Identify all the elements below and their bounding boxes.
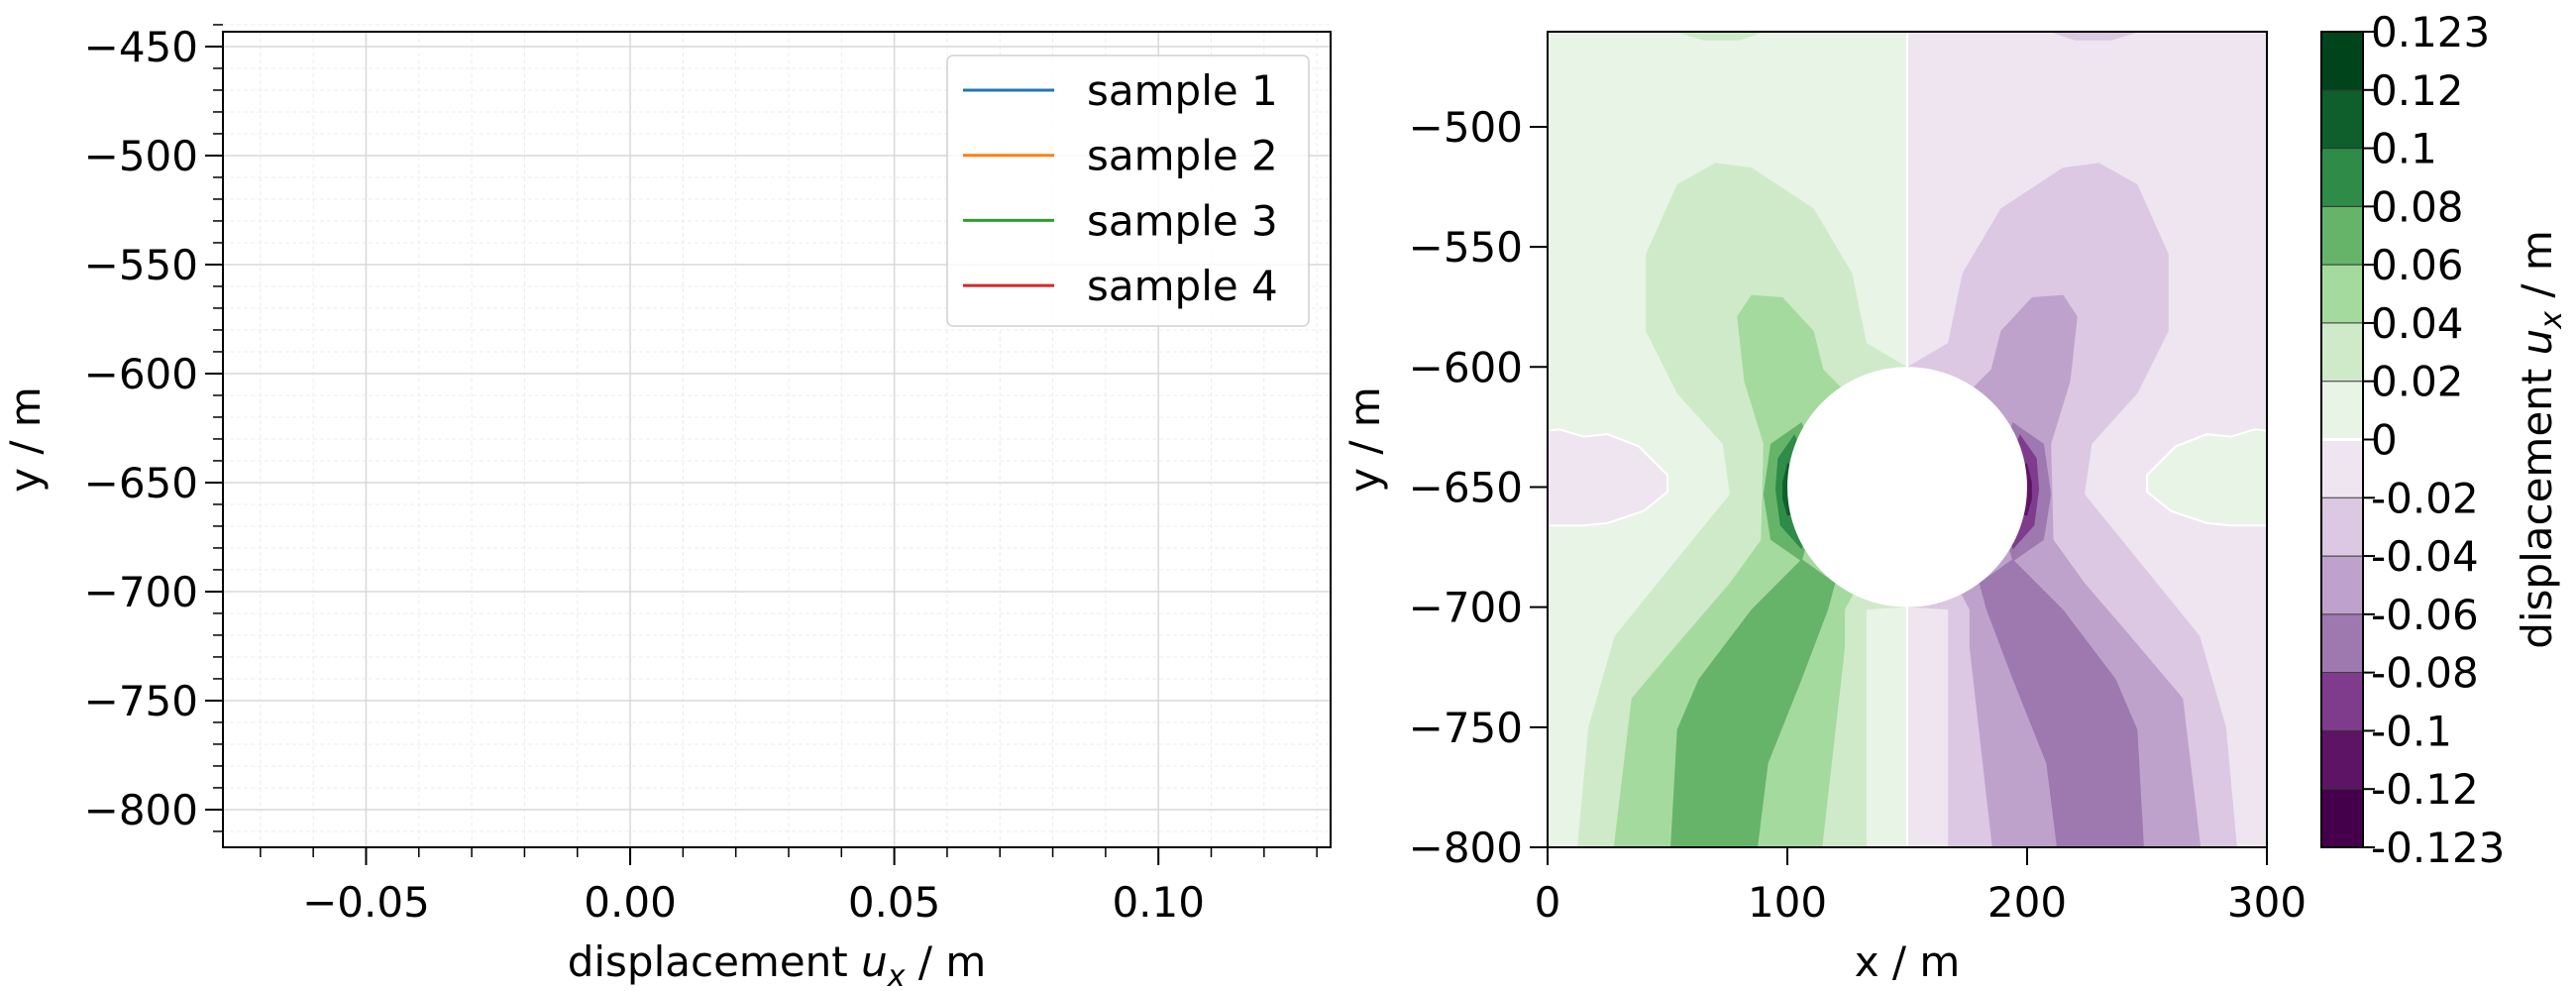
x-tick-label: 100 (1748, 878, 1827, 927)
label-part-var: u (861, 937, 888, 986)
label-part-sub: x (887, 959, 906, 991)
y-tick-label: −700 (1409, 584, 1523, 632)
contour-chart-panel: 0 100 200 300 −500 −550 −600 −650 −700 −750 −800 x … (1341, 31, 2307, 986)
colorbar-bin (2321, 206, 2363, 266)
legend-label: sample 1 (1087, 66, 1278, 115)
colorbar-tick-label: -0.08 (2371, 649, 2479, 698)
colorbar-tick-label: 0 (2371, 416, 2398, 465)
y-tick-label: −800 (1409, 824, 1523, 872)
colorbar-bin (2321, 381, 2363, 440)
contour-band-negative (2146, 428, 2267, 527)
y-axis-label: y / m (1, 386, 50, 493)
legend-item: sample 4 (963, 262, 1278, 310)
y-tick-label: −650 (1409, 463, 1523, 511)
colorbar-bin (2321, 730, 2363, 790)
label-part-post: / m (906, 937, 987, 986)
colorbar-bin (2321, 322, 2363, 383)
colorbar-tick-label: 0.08 (2371, 182, 2464, 231)
colorbar: -0.123 -0.12 -0.1 -0.08 -0.06 -0.04 -0.02 0 0.02… (2320, 8, 2569, 872)
x-tick-label: 0.10 (1112, 878, 1205, 927)
y-tick-label: −550 (1409, 223, 1523, 272)
colorbar-bin (2321, 613, 2363, 674)
legend-label: sample 2 (1087, 132, 1278, 180)
y-tick-label: −800 (84, 786, 198, 834)
colorbar-tick-label: -0.02 (2371, 474, 2479, 522)
colorbar-label: displacement ux / m (2513, 230, 2569, 649)
colorbar-bin (2321, 439, 2363, 498)
colorbar-tick-label: 0.02 (2371, 358, 2464, 406)
label-part-pre: displacement (2513, 355, 2561, 648)
plot-area-frame (222, 31, 1332, 848)
colorbar-bin (2321, 89, 2363, 150)
x-tick-label: −0.05 (302, 878, 430, 927)
colorbar-tick-label: -0.12 (2371, 765, 2479, 814)
x-axis-label: displacement ux / m (568, 937, 987, 991)
label-part-pre: displacement (568, 937, 861, 986)
legend-label: sample 3 (1087, 196, 1278, 245)
y-tick-label: −500 (1409, 103, 1523, 152)
x-tick-label: 0.05 (848, 878, 941, 927)
y-tick-label: −450 (84, 23, 198, 71)
legend-item: sample 2 (963, 132, 1278, 180)
colorbar-tick-label: 0.1 (2371, 125, 2437, 173)
colorbar-tick-label: 0.06 (2371, 241, 2464, 289)
contour-band-positive (1548, 428, 1668, 527)
contour-band-negative (2049, 32, 2136, 41)
plot-area-frame (1547, 31, 2268, 848)
y-tick-label: −750 (1409, 704, 1523, 752)
colorbar-bin (2321, 497, 2363, 557)
y-tick-label: −600 (84, 350, 198, 398)
x-tick-label: 300 (2227, 878, 2307, 927)
x-axis-label: x / m (1855, 937, 1961, 986)
colorbar-bin (2321, 148, 2363, 207)
y-tick-label: −550 (84, 241, 198, 289)
circular-hole (1787, 367, 2027, 607)
colorbar-bin (2321, 32, 2363, 91)
label-part-var: u (2513, 329, 2561, 356)
colorbar-bin (2321, 672, 2363, 731)
y-tick-label: −750 (84, 677, 198, 725)
colorbar-tick-label: 0.12 (2371, 66, 2464, 115)
contour-band-negative (1979, 559, 2144, 847)
colorbar-tick-label: 0.04 (2371, 299, 2464, 348)
legend-item: sample 1 (963, 66, 1278, 115)
legend: sample 1 sample 2 sample 3 sample 4 (946, 55, 1310, 327)
x-tick-label: 0 (1535, 878, 1561, 927)
legend-item: sample 3 (963, 196, 1278, 245)
y-tick-label: −700 (84, 568, 198, 616)
y-axis-label: y / m (1341, 386, 1389, 493)
colorbar-frame (2320, 31, 2364, 848)
colorbar-bin (2321, 265, 2363, 324)
colorbar-tick-label: -0.06 (2371, 591, 2479, 639)
contour-field (1548, 32, 2267, 847)
colorbar-bin (2321, 556, 2363, 615)
colorbar-bin (2321, 789, 2363, 848)
contour-band-positive (1670, 559, 1836, 847)
y-tick-label: −650 (84, 459, 198, 507)
x-tick-label: 0.00 (584, 878, 677, 927)
colorbar-tick-label: -0.123 (2371, 824, 2505, 872)
y-tick-label: −600 (1409, 343, 1523, 391)
label-part-sub: x (2534, 311, 2569, 330)
contour-band-positive (1678, 32, 1766, 41)
colorbar-tick-label: 0.123 (2371, 8, 2490, 56)
line-chart-panel: −0.05 0.00 0.05 0.10 −450 −500 −550 −600 −650 −70… (1, 23, 1332, 991)
label-part-post: / m (2513, 230, 2561, 311)
colorbar-tick-label: -0.1 (2371, 707, 2452, 755)
legend-box (946, 55, 1310, 327)
colorbar-tick-label: -0.04 (2371, 532, 2479, 581)
y-tick-label: −500 (84, 132, 198, 180)
x-tick-label: 200 (1987, 878, 2067, 927)
legend-label: sample 4 (1087, 262, 1278, 310)
